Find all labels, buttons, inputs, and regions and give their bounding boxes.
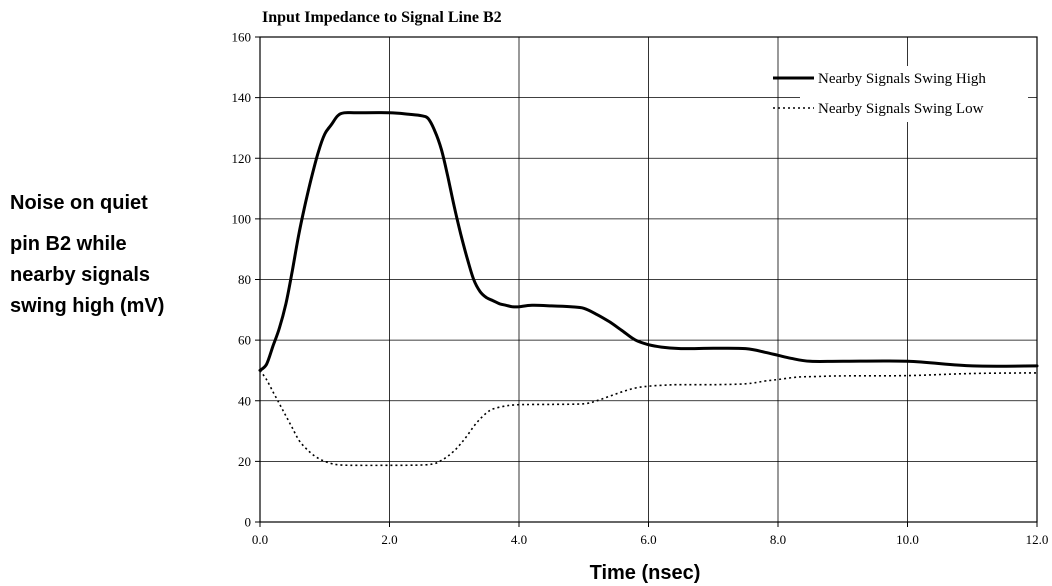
y-tick-label: 100: [232, 211, 252, 226]
series-lines: [258, 111, 1039, 467]
y-axis-label-line-1: Noise on quiet: [10, 192, 148, 214]
chart-title: Input Impedance to Signal Line B2: [262, 9, 502, 26]
series-line-swing-high: [258, 111, 1039, 372]
x-tick-label: 4.0: [511, 532, 527, 547]
legend-box: [800, 66, 1028, 122]
y-tick-label: 40: [238, 393, 251, 408]
legend-label-swing-low: Nearby Signals Swing Low: [818, 101, 984, 117]
axis-ticks: 0 20 40 60 80 100 120 140 160 0.0 2.0 4.0 6.0 8.0 10.0…: [232, 30, 1049, 548]
y-tick-label: 80: [238, 272, 251, 287]
y-axis-label-line-2: pin B2 while: [10, 233, 127, 255]
x-axis-label: Time (nsec): [590, 562, 701, 584]
y-tick-label: 120: [232, 151, 252, 166]
x-tick-label: 12.0: [1026, 532, 1049, 547]
x-tick-label: 0.0: [252, 532, 268, 547]
y-tick-label: 0: [245, 515, 252, 530]
x-tick-label: 6.0: [640, 532, 656, 547]
y-axis-label-line-4: swing high (mV): [10, 295, 164, 317]
y-axis-label: Noise on quiet pin B2 while nearby signa…: [10, 192, 164, 317]
x-tick-label: 8.0: [770, 532, 786, 547]
x-tick-label: 10.0: [896, 532, 919, 547]
y-axis-label-line-3: nearby signals: [10, 264, 150, 286]
grid: [259, 36, 1038, 523]
y-tick-label: 160: [232, 30, 252, 45]
y-tick-label: 60: [238, 333, 251, 348]
y-tick-label: 20: [238, 454, 251, 469]
y-tick-label: 140: [232, 90, 252, 105]
legend: Nearby Signals Swing High Nearby Signals…: [773, 66, 1028, 122]
legend-label-swing-high: Nearby Signals Swing High: [818, 71, 986, 87]
x-tick-label: 2.0: [381, 532, 397, 547]
series-line-swing-low: [259, 369, 1038, 467]
